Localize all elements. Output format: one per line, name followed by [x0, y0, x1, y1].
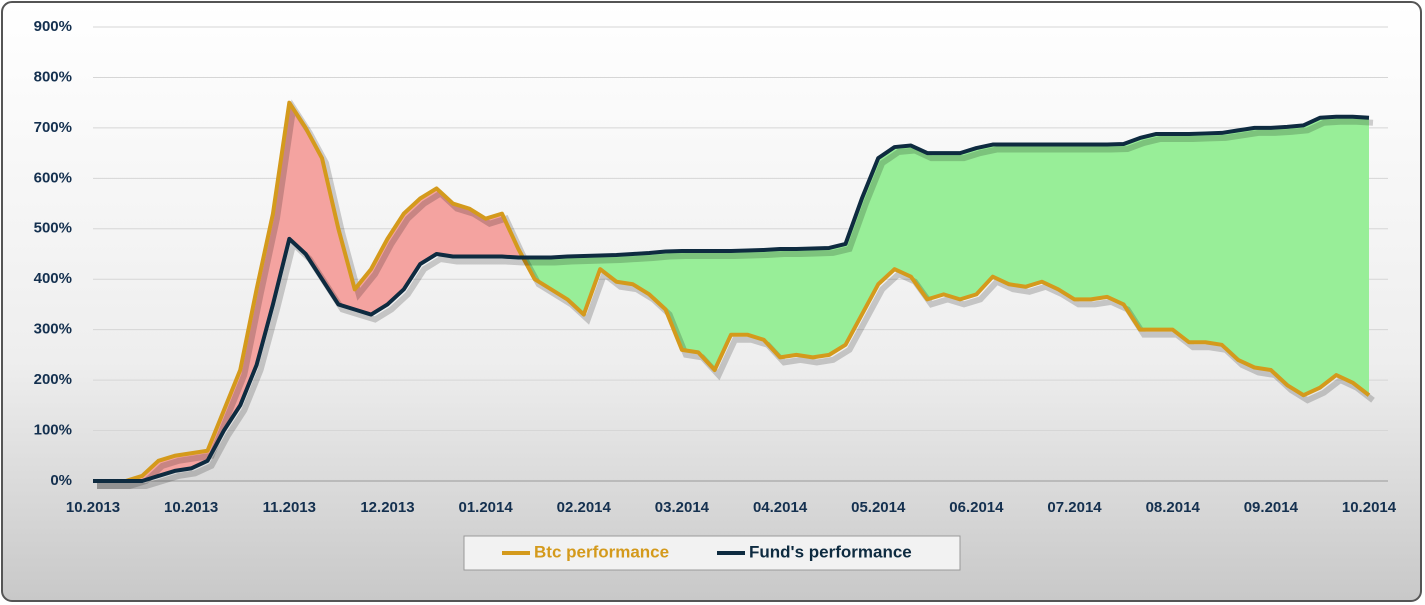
x-tick-label: 06.2014 — [949, 499, 1004, 516]
y-tick-label: 0% — [50, 472, 72, 489]
y-tick-label: 600% — [34, 169, 72, 186]
x-tick-label: 05.2014 — [851, 499, 906, 516]
x-tick-label: 07.2014 — [1047, 499, 1102, 516]
x-tick-label: 10.2014 — [1342, 499, 1397, 516]
legend-label: Fund's performance — [749, 542, 912, 561]
gap-area-below — [93, 116, 1369, 481]
y-tick-label: 200% — [34, 371, 72, 388]
series-line — [93, 100, 1371, 483]
y-tick-label: 100% — [34, 422, 72, 439]
x-tick-label: 08.2014 — [1146, 499, 1201, 516]
x-tick-label: 10.2013 — [164, 499, 218, 516]
y-tick-label: 900% — [34, 18, 72, 35]
x-tick-label: 01.2014 — [458, 499, 513, 516]
y-tick-label: 700% — [34, 119, 72, 136]
legend-box — [463, 535, 961, 571]
x-tick-label: 02.2014 — [557, 499, 612, 516]
x-tick-label: 11.2013 — [263, 499, 316, 516]
x-tick-label: 09.2014 — [1244, 499, 1299, 516]
legend-label: Btc performance — [534, 542, 669, 561]
x-tick-label: 10.2013 — [66, 499, 120, 516]
y-tick-label: 300% — [34, 321, 72, 338]
y-tick-label: 500% — [34, 220, 72, 237]
x-tick-label: 12.2013 — [360, 499, 414, 516]
y-tick-label: 800% — [34, 68, 72, 85]
y-tick-label: 400% — [34, 270, 72, 287]
x-tick-label: 03.2014 — [655, 499, 710, 516]
series-line — [93, 114, 1370, 483]
x-tick-label: 04.2014 — [753, 499, 808, 516]
